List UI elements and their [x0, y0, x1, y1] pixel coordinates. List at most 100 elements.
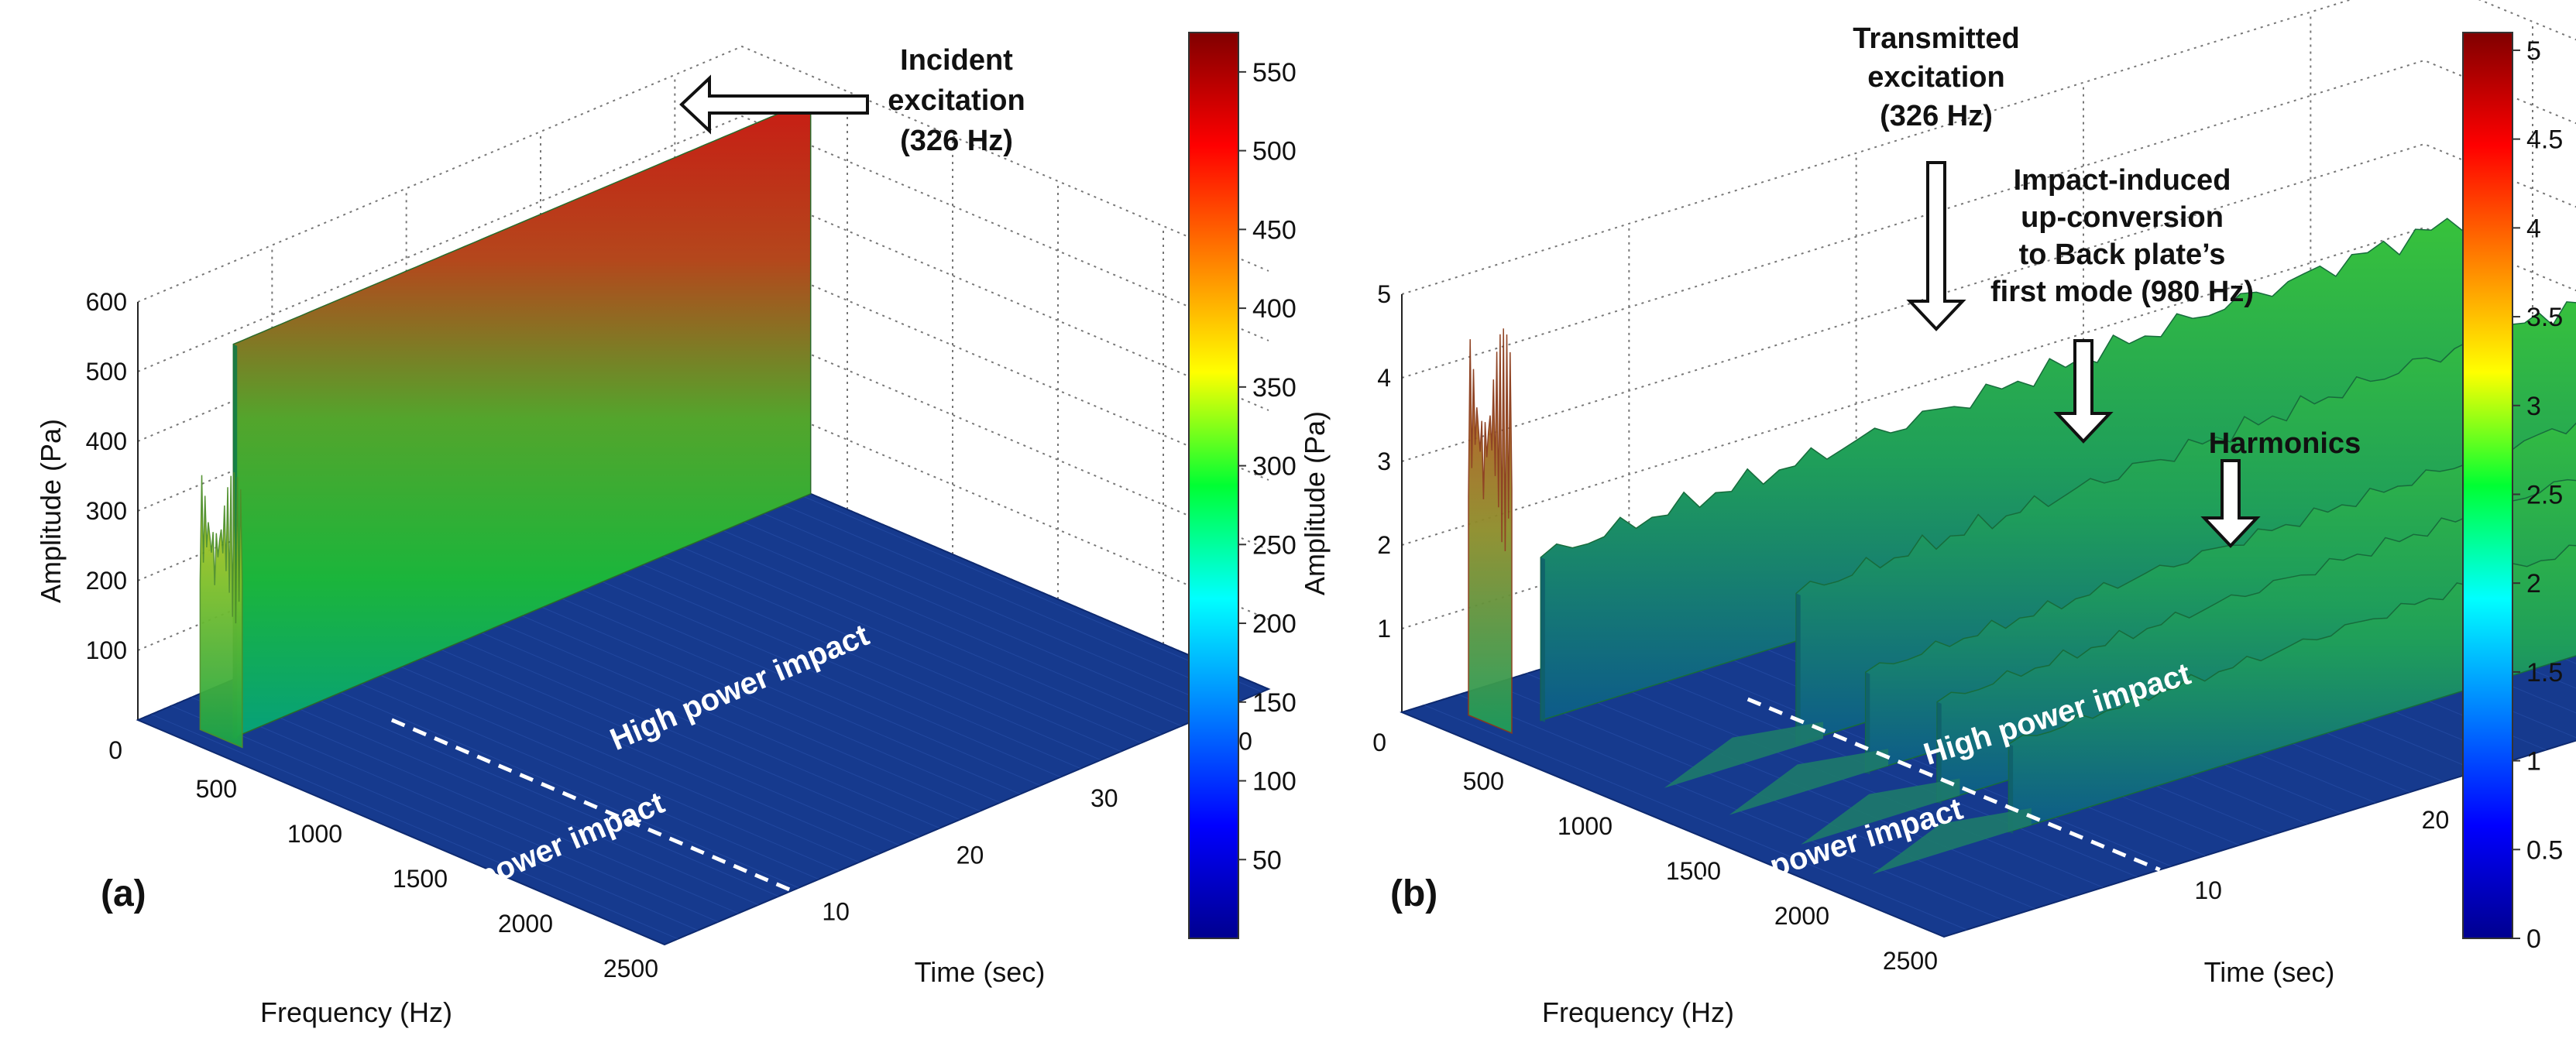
- colorbar-tick-label: 3: [2526, 392, 2541, 421]
- colorbar-tick-label: 0.5: [2526, 835, 2563, 865]
- colorbar-tick-label: 2: [2526, 569, 2541, 598]
- floor-mesh: [312, 646, 840, 872]
- panel-b: 543210500100015002000250010203040Amplitu…: [1299, 0, 2576, 1028]
- incident-excitation-label-line: (326 Hz): [900, 125, 1013, 157]
- panel-label: (a): [101, 873, 146, 914]
- z-tick-label: 2: [1377, 531, 1391, 559]
- x-tick-label: 1000: [287, 820, 342, 848]
- impact-burst: [1468, 328, 1513, 735]
- upconversion-label-line: to Back plate’s: [2019, 238, 2226, 271]
- floor-mesh: [413, 603, 940, 829]
- z-tick-label: 0: [1372, 729, 1386, 756]
- colorbar-tick-label: 250: [1252, 530, 1297, 560]
- transmitted-excitation-label-line: excitation: [1867, 61, 2004, 94]
- colorbar-tick-label: 150: [1252, 688, 1297, 718]
- colorbar-tick-label: 400: [1252, 294, 1297, 324]
- floor-mesh: [191, 697, 719, 923]
- colorbar-tick-label: 3.5: [2526, 303, 2563, 332]
- floor-mesh: [493, 569, 1021, 795]
- incident-arrow: [679, 74, 869, 135]
- floor-mesh: [292, 654, 819, 880]
- floor-mesh: [171, 705, 699, 931]
- y-tick-label: 20: [957, 841, 984, 869]
- colorbar-tick-label: 0: [2526, 924, 2541, 954]
- y-axis-label: Time (sec): [2204, 956, 2335, 988]
- z-tick-label: 600: [86, 288, 127, 316]
- harmonics-arrow: [2200, 459, 2261, 548]
- x-tick-label: 1500: [1666, 857, 1721, 885]
- low-power-ridge: [1872, 808, 2032, 875]
- z-axis-label: Amplitude (Pa): [1299, 411, 1331, 595]
- floor-mesh: [614, 518, 1142, 744]
- colorbar-tick-label: 350: [1252, 373, 1297, 403]
- gridline: [137, 115, 1269, 372]
- floor-mesh: [473, 578, 1001, 804]
- x-axis-label: Frequency (Hz): [1542, 996, 1734, 1028]
- colorbar-tick-label: 1.5: [2526, 658, 2563, 688]
- floor-mesh: [151, 714, 678, 940]
- ridge-1: [1540, 204, 2496, 722]
- floor-mesh: [554, 544, 1081, 770]
- upconversion-arrow: [2053, 339, 2114, 444]
- floor-mesh: [574, 535, 1101, 761]
- panel-label: (b): [1390, 873, 1437, 914]
- low-power-ridge: [1729, 749, 1888, 815]
- x-tick-label: 500: [196, 775, 237, 803]
- ridge-front-face: [1937, 701, 1942, 804]
- floor-mesh: [352, 629, 880, 855]
- z-tick-label: 100: [86, 636, 127, 664]
- floor-mesh: [735, 467, 1262, 693]
- z-tick-label: 3: [1377, 447, 1391, 475]
- upconversion-label: Impact-induced up-conversion to Back plate…: [1990, 164, 2254, 308]
- colorbar-tick-label: 550: [1252, 58, 1297, 87]
- gridline: [1401, 59, 2576, 379]
- colorbar-tick-label: 300: [1252, 452, 1297, 482]
- floor-mesh: [393, 612, 920, 838]
- floor-mesh: [513, 561, 1041, 787]
- upconversion-label-line: Impact-induced: [2014, 164, 2231, 197]
- incident-excitation-label: Incident excitation (326 Hz): [888, 44, 1025, 157]
- colorbar-tick-label: 450: [1252, 215, 1297, 245]
- z-tick-label: 4: [1377, 364, 1391, 392]
- y-tick-label: 20: [2422, 806, 2450, 834]
- gridline: [1401, 0, 2576, 295]
- x-tick-label: 1000: [1558, 812, 1613, 840]
- floor-mesh: [373, 620, 900, 846]
- floor-mesh: [433, 595, 960, 821]
- floor-mesh: [272, 663, 799, 889]
- gridline: [137, 45, 1269, 303]
- panel-a: 6005004003002001000500100015002000250010…: [35, 32, 1297, 1028]
- floor-mesh: [594, 526, 1121, 753]
- upconversion-label-line: first mode (980 Hz): [1990, 276, 2254, 308]
- impact-separator-line: [1747, 697, 2161, 872]
- z-tick-label: 5: [1377, 280, 1391, 308]
- floor-mesh: [654, 501, 1182, 727]
- x-tick-label: 2000: [1774, 902, 1829, 930]
- colorbar-tick-label: 4: [2526, 214, 2541, 243]
- x-tick-label: 2000: [498, 910, 553, 938]
- colorbar-tick-label: 1: [2526, 747, 2541, 777]
- floor-mesh: [252, 671, 779, 897]
- floor-mesh: [715, 475, 1242, 701]
- colorbar-tick-label: 100: [1252, 767, 1297, 797]
- floor-mesh: [695, 484, 1222, 710]
- incident-excitation-label-line: excitation: [888, 84, 1025, 117]
- low-power-ridge: [1801, 778, 1960, 845]
- transmitted-excitation-label: Transmitted excitation (326 Hz): [1853, 22, 2019, 132]
- incident-excitation-label-line: Incident: [900, 44, 1013, 77]
- colorbar-tick-label: 500: [1252, 137, 1297, 166]
- colorbar-tick-label: 200: [1252, 609, 1297, 639]
- harmonics-label: Harmonics: [2209, 427, 2361, 460]
- x-tick-label: 1500: [393, 865, 448, 893]
- z-tick-label: 300: [86, 497, 127, 525]
- colorbar-tick-label: 4.5: [2526, 125, 2563, 155]
- colorbar: [2462, 32, 2513, 939]
- y-tick-label: 10: [822, 898, 850, 926]
- ridge-1: [232, 99, 812, 739]
- floor-mesh: [211, 688, 739, 914]
- z-axis-label: Amplitude (Pa): [35, 419, 67, 603]
- floor-mesh: [634, 509, 1162, 736]
- y-tick-label: 10: [2194, 876, 2222, 904]
- z-tick-label: 0: [108, 736, 122, 764]
